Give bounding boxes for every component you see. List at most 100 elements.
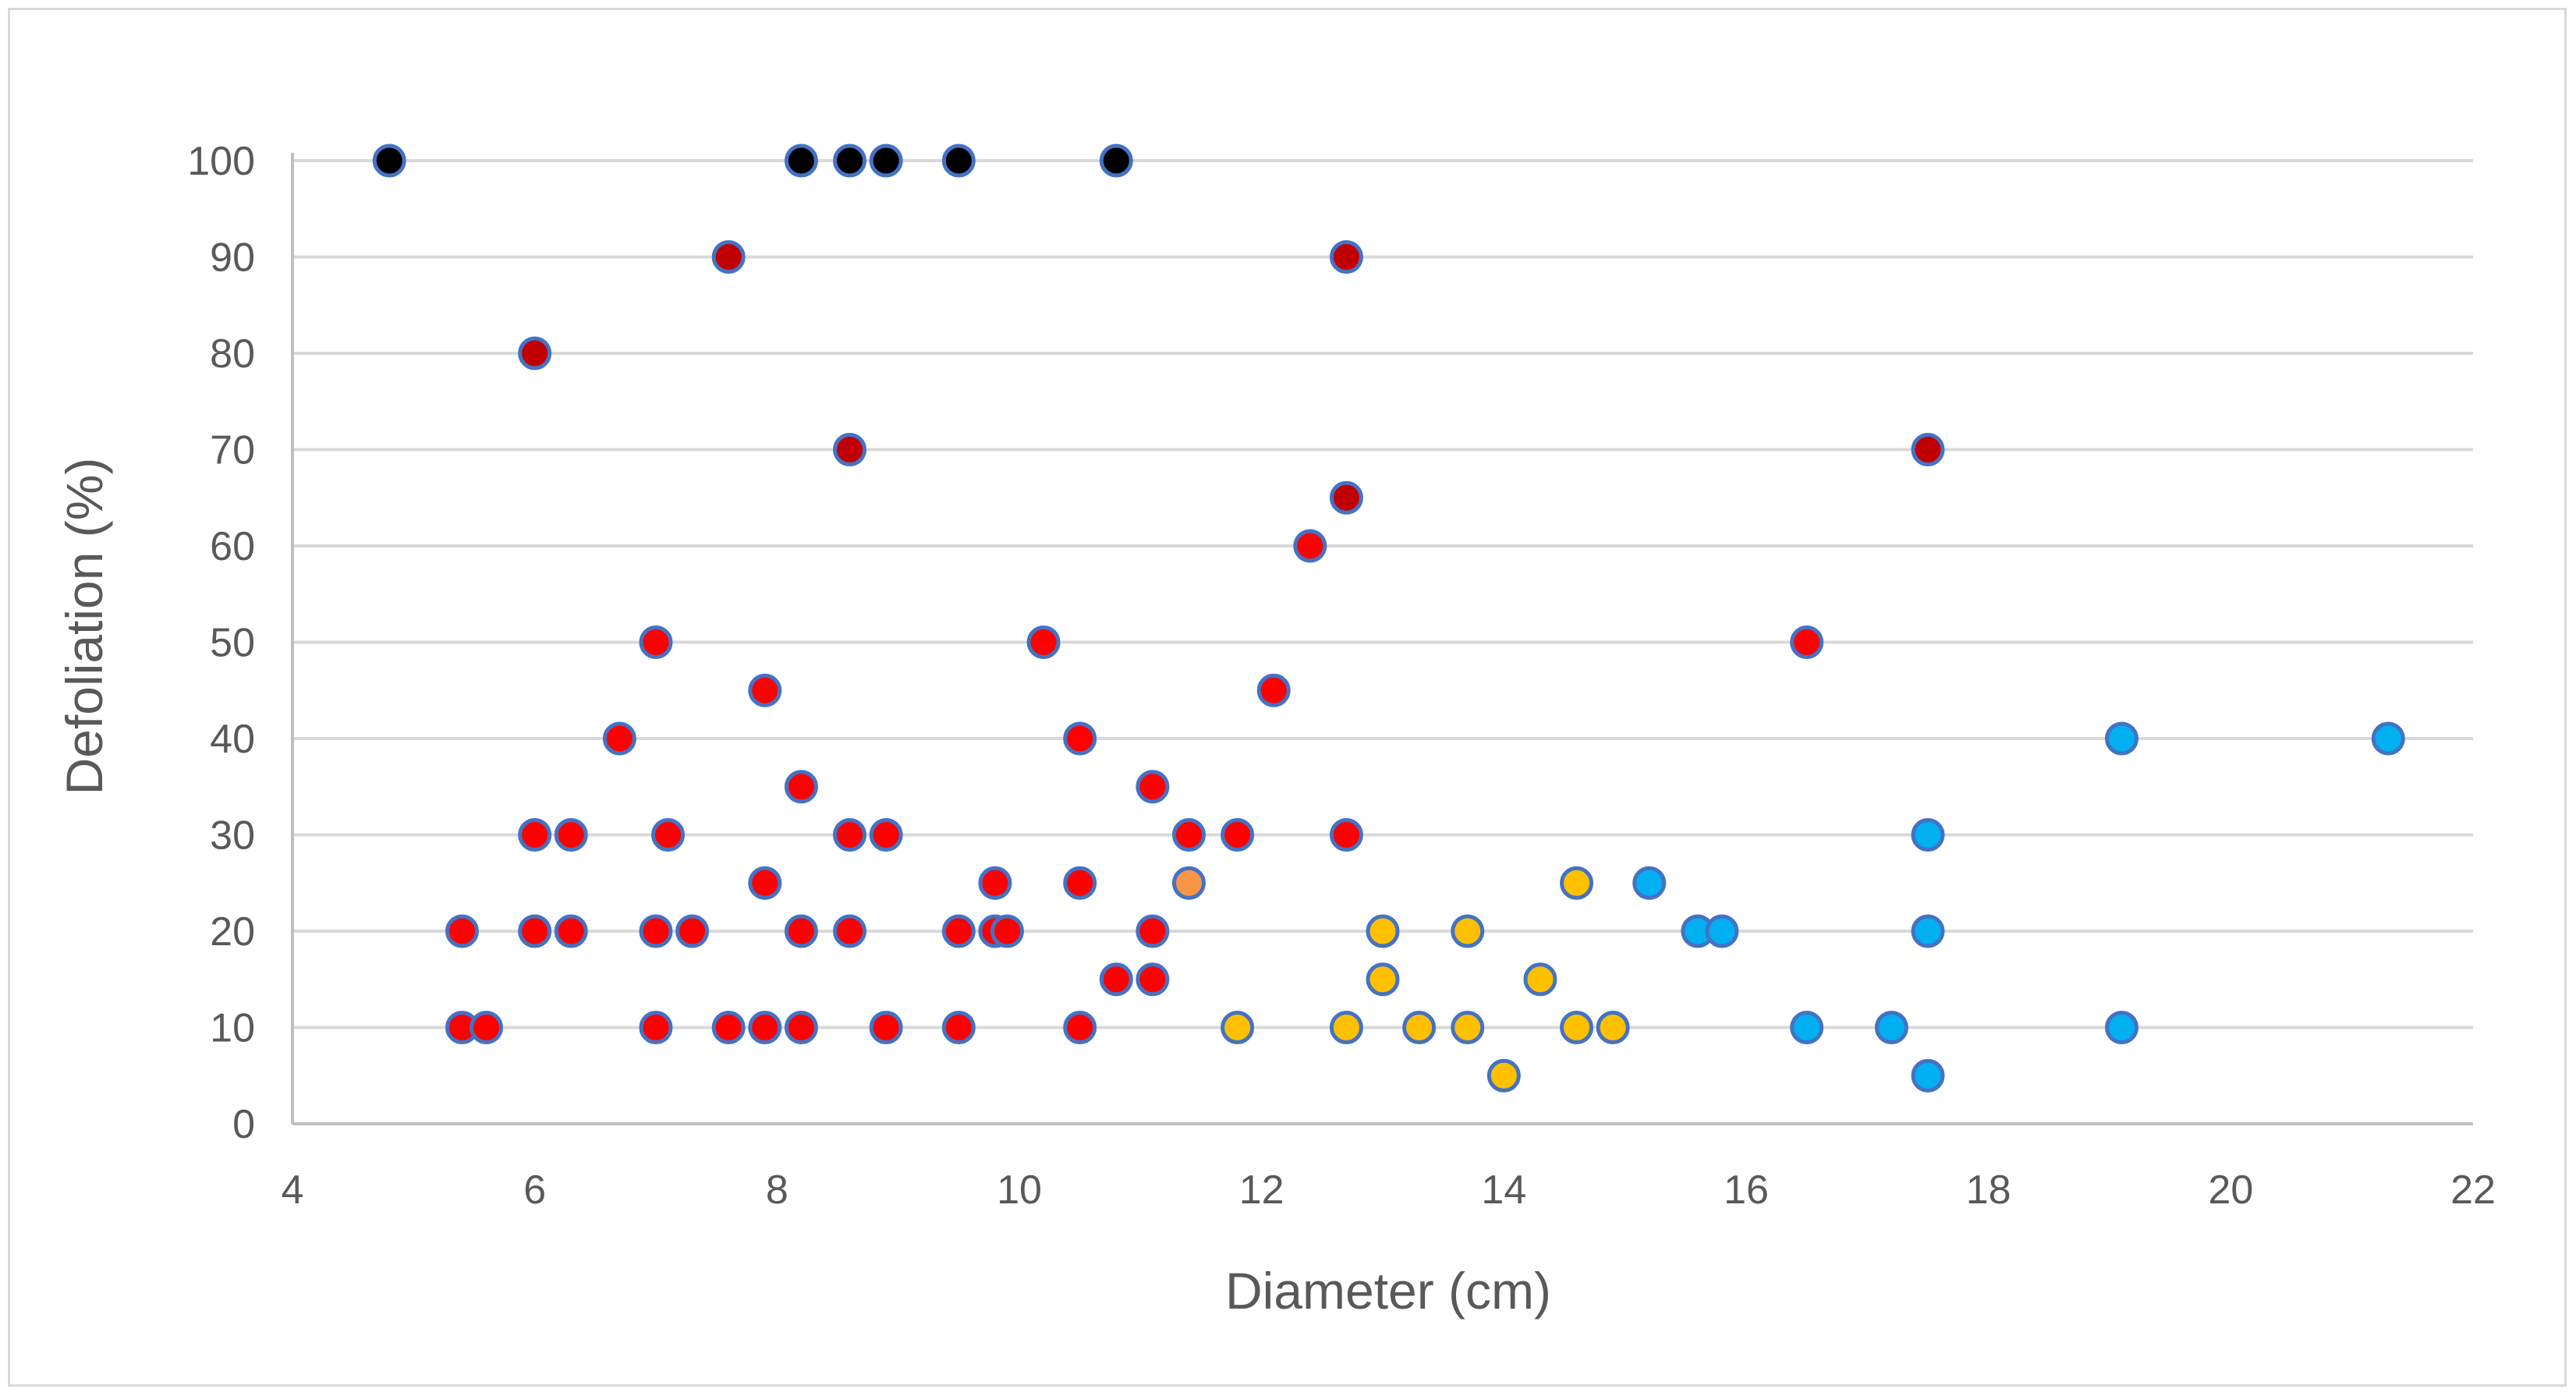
data-point xyxy=(869,818,903,852)
y-tick-label: 0 xyxy=(232,1102,255,1147)
data-point xyxy=(1171,818,1206,852)
data-point xyxy=(675,914,710,948)
y-tick-label: 100 xyxy=(187,139,255,184)
data-point xyxy=(554,914,588,948)
data-point xyxy=(1256,673,1291,707)
data-point xyxy=(748,866,782,900)
data-point xyxy=(748,673,782,707)
x-tick-label: 20 xyxy=(2208,1167,2253,1213)
data-point xyxy=(1402,1011,1437,1044)
data-point xyxy=(1596,1011,1630,1044)
data-point xyxy=(445,914,479,948)
data-point xyxy=(784,770,818,804)
data-point xyxy=(1366,914,1400,948)
data-point xyxy=(2105,1011,2139,1044)
x-tick-label: 18 xyxy=(1966,1167,2011,1213)
data-point xyxy=(1329,240,1363,274)
data-point xyxy=(1705,914,1739,948)
data-point xyxy=(1063,1011,1097,1044)
data-point xyxy=(1329,1011,1363,1044)
data-point xyxy=(1293,529,1327,563)
data-point xyxy=(1911,914,1945,948)
y-tick-label: 90 xyxy=(210,236,255,281)
data-point xyxy=(941,143,976,178)
data-point xyxy=(518,914,552,948)
data-point xyxy=(1911,433,1945,466)
data-point xyxy=(1026,625,1061,659)
y-tick-label: 60 xyxy=(210,524,255,569)
data-point xyxy=(1486,1058,1521,1093)
data-point xyxy=(1329,818,1363,852)
data-point xyxy=(518,818,552,852)
x-tick-label: 12 xyxy=(1239,1167,1284,1213)
tick-labels: 0 10 20 30 40 50 60 70 80 90 100 4 6 8 10 12 14 16 18 20 22 xyxy=(187,139,2496,1213)
data-point xyxy=(1063,866,1097,900)
y-tick-label: 20 xyxy=(210,909,255,955)
data-point xyxy=(1790,625,1824,659)
data-point xyxy=(941,914,976,948)
data-point xyxy=(1099,143,1133,178)
data-point xyxy=(1790,1011,1824,1044)
data-point xyxy=(469,1011,504,1044)
data-point xyxy=(639,1011,673,1044)
data-point xyxy=(1911,818,1945,852)
data-point xyxy=(1560,866,1594,900)
data-point xyxy=(554,818,588,852)
data-point xyxy=(833,433,867,466)
data-point xyxy=(639,625,673,659)
x-tick-label: 14 xyxy=(1481,1167,1526,1213)
data-point xyxy=(639,914,673,948)
data-point xyxy=(1136,914,1170,948)
data-point xyxy=(833,143,867,178)
chart-frame: 0 10 20 30 40 50 60 70 80 90 100 4 6 8 10 12 14 16 18 20 22 … xyxy=(8,8,2567,1387)
y-tick-label: 30 xyxy=(210,813,255,859)
data-points xyxy=(372,143,2405,1093)
data-point xyxy=(1451,914,1485,948)
data-point xyxy=(784,143,818,178)
data-point xyxy=(1911,1058,1945,1093)
data-point xyxy=(748,1011,782,1044)
data-point xyxy=(602,721,636,756)
data-point xyxy=(1523,962,1557,997)
y-tick-label: 10 xyxy=(210,1006,255,1051)
data-point xyxy=(1099,962,1133,997)
data-point xyxy=(1366,962,1400,997)
data-point xyxy=(1221,1011,1255,1044)
data-point xyxy=(1632,866,1667,900)
data-point xyxy=(1063,721,1097,756)
data-point xyxy=(1136,770,1170,804)
x-tick-label: 10 xyxy=(997,1167,1042,1213)
data-point xyxy=(1560,1011,1594,1044)
data-point xyxy=(2105,721,2139,756)
data-point xyxy=(869,1011,903,1044)
data-point xyxy=(833,818,867,852)
data-point xyxy=(1451,1011,1485,1044)
data-point xyxy=(990,914,1024,948)
data-point xyxy=(869,143,903,178)
data-point xyxy=(1136,962,1170,997)
data-point xyxy=(651,818,686,852)
data-point xyxy=(372,143,406,178)
data-point xyxy=(941,1011,976,1044)
data-point xyxy=(518,336,552,370)
data-point xyxy=(1221,818,1255,852)
x-axis-title: Diameter (cm) xyxy=(1225,1262,1551,1320)
data-point xyxy=(711,1011,746,1044)
x-tick-label: 6 xyxy=(523,1167,546,1213)
x-tick-label: 8 xyxy=(766,1167,788,1213)
y-tick-label: 40 xyxy=(210,717,255,762)
data-point xyxy=(2371,721,2405,756)
y-tick-label: 70 xyxy=(210,428,255,473)
data-point xyxy=(784,914,818,948)
data-point xyxy=(978,866,1012,900)
y-tick-label: 80 xyxy=(210,331,255,377)
data-point xyxy=(784,1011,818,1044)
y-tick-label: 50 xyxy=(210,621,255,666)
data-point xyxy=(1171,866,1206,900)
data-point xyxy=(1874,1011,1908,1044)
x-tick-label: 16 xyxy=(1724,1167,1769,1213)
data-point xyxy=(1329,480,1363,515)
gridlines xyxy=(292,159,2473,1029)
axes xyxy=(291,153,2473,1125)
